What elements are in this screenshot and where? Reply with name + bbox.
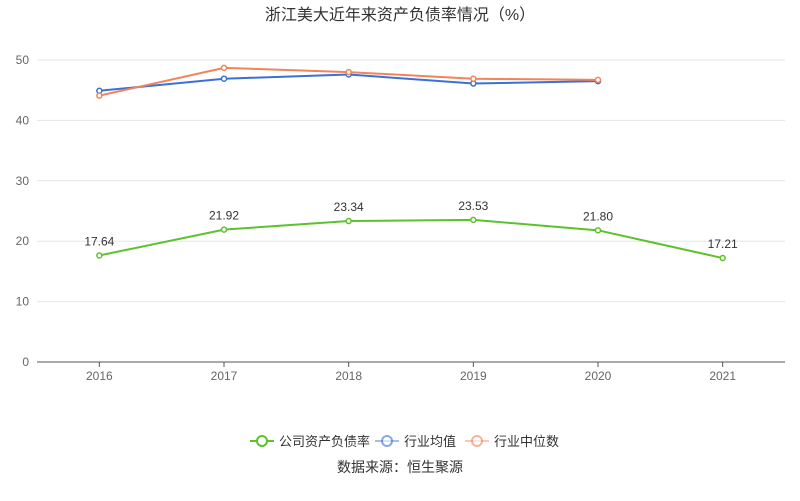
y-tick-label: 0 [22,355,29,369]
y-tick-label: 40 [16,113,30,127]
data-point[interactable] [345,68,352,76]
y-tick-label: 50 [16,53,30,67]
legend-marker [256,435,268,447]
data-point[interactable] [220,75,228,82]
y-axis: 0 10 20 30 40 50 [16,53,30,369]
data-label: 17.64 [84,234,114,248]
y-tick-label: 30 [16,174,30,188]
x-tick-label: 2020 [585,369,612,383]
legend-label: 行业均值 [404,434,456,449]
data-label: 17.21 [708,237,738,251]
data-point[interactable] [719,254,726,262]
data-label: 21.80 [583,209,613,223]
legend-item-1[interactable]: 行业均值 [375,434,456,449]
legend-label: 行业中位数 [494,434,559,449]
x-tick-label: 2021 [709,369,736,383]
x-tick-label: 2017 [211,369,238,383]
data-label: 23.53 [458,199,488,213]
x-tick-label: 2018 [335,369,362,383]
data-point[interactable] [96,92,103,99]
x-tick-label: 2016 [86,369,113,383]
legend-marker [381,435,393,447]
y-tick-label: 20 [16,234,30,248]
chart-title: 浙江美大近年来资产负债率情况（%） [265,6,535,24]
legend-marker [471,435,483,447]
x-axis: 2016 2017 2018 2019 2020 2021 [37,361,785,383]
data-point[interactable] [96,252,103,259]
series-layer: 17.64 21.92 23.34 23.53 21.80 17.21 [84,64,738,262]
data-point[interactable] [594,76,602,84]
y-tick-label: 10 [16,295,30,309]
legend: 公司资产负债率 行业均值 行业中位数 [250,434,559,449]
data-point[interactable] [470,75,477,82]
data-label: 23.34 [334,200,364,214]
legend-item-2[interactable]: 行业中位数 [465,434,559,449]
source-note: 数据来源：恒生聚源 [337,459,463,475]
grid [37,59,785,303]
data-point[interactable] [220,64,228,72]
data-point[interactable] [594,227,602,234]
legend-label: 公司资产负债率 [279,434,370,449]
series-2 [96,64,602,99]
data-point[interactable] [220,226,228,233]
x-tick-label: 2019 [460,369,487,383]
data-point[interactable] [470,216,477,224]
series-line [99,218,723,260]
data-label: 21.92 [209,209,239,223]
legend-item-0[interactable]: 公司资产负债率 [250,434,370,449]
series-0: 17.64 21.92 23.34 23.53 21.80 17.21 [84,199,738,262]
data-point[interactable] [345,217,352,225]
